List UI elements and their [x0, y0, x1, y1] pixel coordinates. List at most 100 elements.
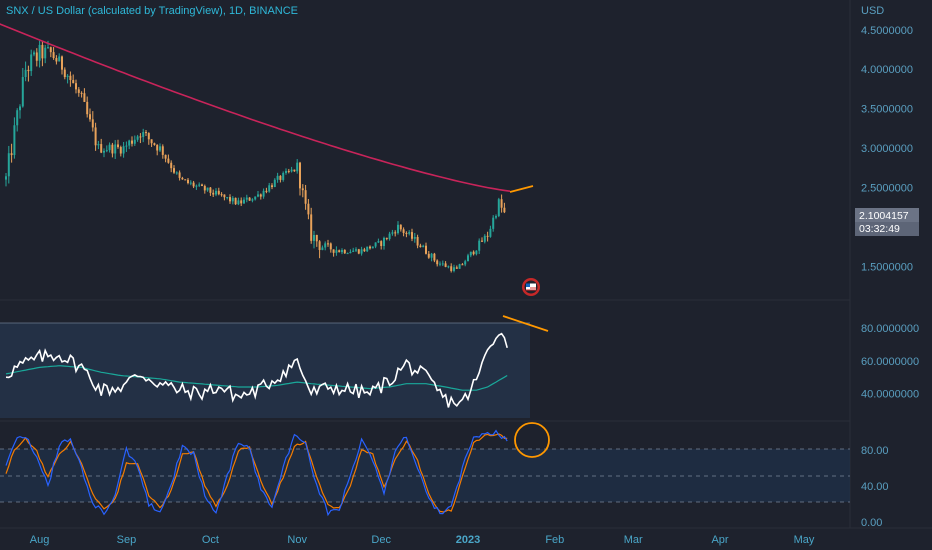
candle-body	[220, 194, 223, 196]
price-axis-tick: 4.5000000	[861, 25, 913, 37]
candle-body	[377, 241, 380, 243]
candle-body	[128, 140, 131, 146]
candle-body	[374, 242, 377, 247]
rsi-line	[5, 332, 508, 408]
candle-body	[313, 234, 315, 241]
time-axis-tick: Apr	[711, 534, 728, 546]
time-axis-tick: Sep	[117, 534, 137, 546]
candle-body	[156, 144, 159, 151]
candle-body	[184, 179, 187, 181]
candle-body	[245, 197, 248, 200]
candle-body	[100, 144, 103, 153]
candle-body	[49, 47, 52, 53]
candle-body	[436, 260, 439, 265]
candle-body	[187, 179, 189, 184]
rsi-moving-average	[5, 365, 508, 391]
candle-body	[503, 207, 506, 213]
candle-body	[142, 132, 145, 138]
candle-body	[122, 146, 125, 154]
time-axis-tick: Aug	[30, 534, 50, 546]
rsi-band	[0, 323, 530, 418]
candle-body	[265, 190, 268, 192]
rsi-trendline-annotation[interactable]	[502, 315, 549, 332]
candle-body	[5, 176, 7, 180]
candle-body	[251, 199, 254, 201]
candle-body	[315, 234, 318, 242]
candle-body	[217, 190, 220, 195]
candle-body	[405, 232, 408, 234]
candle-body	[192, 182, 195, 187]
price-axis-tick: 1.5000000	[861, 261, 913, 273]
candle-body	[285, 170, 287, 173]
candle-body	[419, 245, 422, 248]
candle-body	[282, 172, 285, 180]
candle-body	[399, 224, 402, 230]
candle-body	[16, 110, 19, 126]
candle-body	[181, 177, 184, 180]
candle-body	[383, 237, 385, 247]
candle-body	[111, 144, 114, 154]
candle-body	[27, 69, 30, 72]
candle-body	[206, 187, 209, 191]
candle-body	[61, 56, 63, 70]
candle-body	[19, 106, 21, 111]
current-price: 2.1004157	[859, 210, 909, 222]
candle-body	[455, 267, 458, 269]
candle-body	[341, 250, 343, 253]
us-flag-icon[interactable]	[522, 278, 540, 296]
candle-body	[492, 217, 495, 229]
candle-body	[478, 240, 481, 251]
candle-body	[408, 232, 411, 234]
candle-body	[402, 229, 405, 233]
candle-body	[131, 140, 133, 144]
price-trendline-annotation[interactable]	[509, 185, 534, 193]
candle-body	[385, 237, 388, 239]
candle-body	[495, 216, 497, 218]
candle-body	[41, 44, 44, 59]
candle-body	[366, 246, 369, 252]
candle-body	[77, 89, 80, 93]
candle-body	[139, 136, 142, 138]
candle-body	[94, 127, 97, 146]
candle-body	[268, 185, 271, 192]
candle-body	[497, 199, 500, 217]
time-axis-tick: Nov	[287, 534, 307, 546]
y-axis-ticks: 4.5000000 4.0000000 3.5000000 3.0000000 2.50…	[861, 25, 919, 529]
candle-body	[287, 170, 290, 172]
candle-body	[360, 249, 363, 254]
candle-body	[318, 241, 321, 250]
time-axis-tick: Oct	[202, 534, 219, 546]
candle-body	[13, 125, 16, 156]
candle-body	[461, 264, 464, 266]
candle-body	[310, 214, 313, 241]
candle-body	[33, 52, 35, 55]
candle-body	[500, 199, 503, 208]
candle-body	[483, 235, 486, 242]
candle-body	[175, 172, 178, 174]
candle-body	[117, 144, 119, 148]
candle-body	[469, 251, 472, 256]
candle-body	[301, 188, 304, 191]
candle-body	[55, 58, 58, 62]
rsi-axis-tick: 80.0000000	[861, 323, 919, 335]
candle-body	[58, 56, 61, 62]
candle-body	[327, 243, 329, 245]
candle-body	[458, 264, 461, 269]
rsi-axis-tick: 60.0000000	[861, 356, 919, 368]
candle-body	[413, 236, 416, 239]
candle-body	[422, 245, 425, 248]
stoch-circle-annotation[interactable]	[514, 422, 550, 458]
candle-body	[363, 249, 366, 252]
price-axis-tick: 3.0000000	[861, 143, 913, 155]
candle-body	[150, 139, 153, 144]
candle-body	[441, 263, 444, 265]
candle-body	[276, 175, 279, 180]
candle-body	[299, 162, 301, 189]
candle-body	[47, 47, 49, 49]
time-axis-tick: Dec	[371, 534, 391, 546]
candle-body	[481, 240, 483, 242]
candle-body	[133, 139, 136, 144]
candle-body	[380, 241, 383, 247]
candle-body	[464, 261, 467, 265]
